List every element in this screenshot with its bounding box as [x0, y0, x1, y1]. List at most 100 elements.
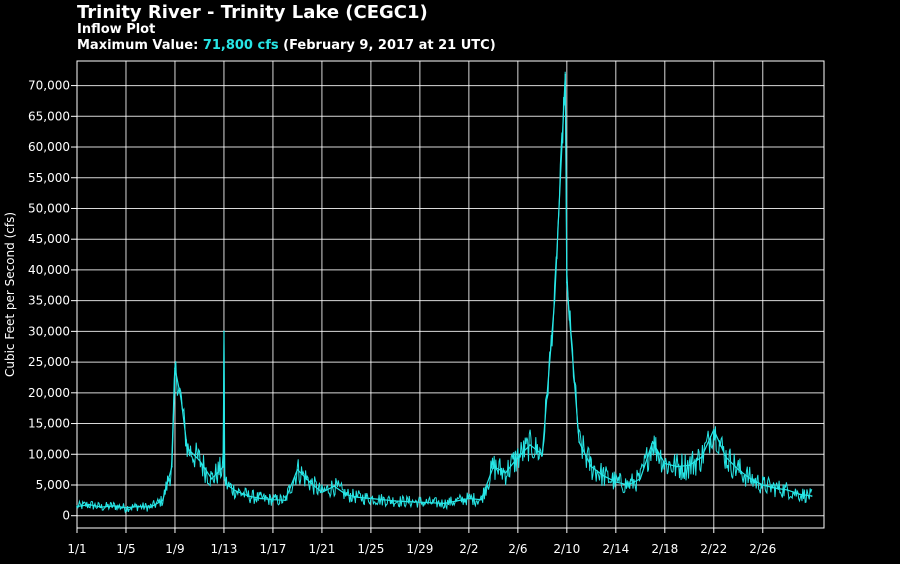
- chart-title: Trinity River - Trinity Lake (CEGC1): [77, 2, 428, 23]
- data-point: [468, 497, 470, 500]
- y-axis-label: Cubic Feet per Second (cfs): [3, 212, 17, 377]
- y-tick-label: 25,000: [28, 355, 70, 369]
- data-point: [226, 484, 228, 486]
- data-point: [419, 501, 421, 503]
- data-point: [700, 456, 703, 459]
- x-tick-label: 1/25: [357, 542, 384, 556]
- x-tick-label: 1/29: [406, 542, 433, 556]
- x-tick-label: 1/13: [210, 542, 237, 556]
- data-point: [180, 398, 182, 400]
- data-point: [198, 459, 201, 462]
- data-point: [382, 498, 384, 501]
- data-point: [553, 299, 556, 302]
- data-point: [688, 464, 691, 467]
- y-tick-label: 60,000: [28, 140, 70, 154]
- y-tick-label: 55,000: [28, 171, 70, 185]
- data-point: [259, 497, 262, 500]
- y-tick-label: 35,000: [28, 294, 70, 308]
- data-point: [529, 444, 531, 446]
- y-tick-label: 50,000: [28, 201, 70, 215]
- data-point: [149, 506, 152, 508]
- data-point: [345, 494, 348, 496]
- data-point: [455, 500, 458, 502]
- data-point: [88, 503, 91, 506]
- data-point: [517, 456, 519, 459]
- x-tick-label: 1/21: [308, 542, 335, 556]
- data-point: [492, 465, 495, 468]
- data-point: [222, 465, 225, 468]
- y-tick-label: 15,000: [28, 417, 70, 431]
- y-tick-label: 0: [62, 509, 70, 523]
- data-point: [480, 498, 482, 501]
- data-point: [602, 474, 605, 477]
- data-point: [810, 495, 813, 497]
- data-point: [210, 478, 213, 480]
- x-tick-label: 1/1: [67, 542, 86, 556]
- data-point: [125, 506, 127, 509]
- data-point: [161, 499, 164, 502]
- data-point: [749, 478, 752, 480]
- data-point: [761, 484, 764, 486]
- x-tick-label: 1/17: [259, 542, 286, 556]
- x-tick-label: 1/9: [165, 542, 184, 556]
- max-value-line: Maximum Value: 71,800 cfs (February 9, 2…: [77, 38, 496, 53]
- data-point: [431, 502, 433, 504]
- data-point: [321, 491, 323, 494]
- data-point: [296, 468, 299, 471]
- data-point: [333, 485, 335, 488]
- data-point: [406, 500, 409, 503]
- data-point: [541, 453, 544, 456]
- data-point: [639, 478, 642, 480]
- max-value-prefix: Maximum Value:: [77, 38, 203, 53]
- chart-subtitle: Inflow Plot: [77, 22, 156, 37]
- data-point: [272, 498, 274, 501]
- data-point: [676, 465, 678, 468]
- data-point: [247, 495, 250, 497]
- data-point: [284, 499, 286, 502]
- data-point: [627, 484, 629, 486]
- data-point: [798, 493, 801, 496]
- data-point: [664, 462, 666, 465]
- max-value-date: (February 9, 2017 at 21 UTC): [278, 38, 496, 53]
- data-point: [737, 468, 740, 471]
- data-point: [443, 502, 446, 505]
- x-tick-label: 1/5: [116, 542, 135, 556]
- data-point: [578, 441, 580, 443]
- data-point: [590, 465, 593, 468]
- y-tick-label: 5,000: [36, 478, 70, 492]
- x-tick-label: 2/10: [553, 542, 580, 556]
- data-point: [174, 367, 176, 370]
- y-tick-label: 65,000: [28, 109, 70, 123]
- x-tick-label: 2/22: [700, 542, 727, 556]
- data-point: [712, 428, 715, 431]
- data-point: [564, 73, 567, 76]
- data-point: [357, 496, 360, 499]
- inflow-line: [76, 74, 812, 509]
- data-point: [566, 281, 568, 284]
- y-tick-label: 40,000: [28, 263, 70, 277]
- x-tick-label: 2/14: [602, 542, 629, 556]
- data-point: [786, 489, 789, 491]
- y-tick-label: 70,000: [28, 79, 70, 93]
- data-point: [615, 481, 617, 483]
- data-point: [308, 481, 311, 483]
- y-tick-label: 30,000: [28, 324, 70, 338]
- data-point: [235, 490, 237, 492]
- data-point: [651, 441, 654, 443]
- data-point: [725, 456, 727, 459]
- data-point: [223, 330, 225, 333]
- data-point: [112, 505, 115, 507]
- x-tick-label: 2/2: [459, 542, 478, 556]
- plot-frame: [76, 60, 825, 529]
- data-point: [394, 500, 397, 502]
- data-point: [370, 497, 372, 500]
- y-tick-label: 20,000: [28, 386, 70, 400]
- data-point: [137, 505, 140, 508]
- data-point: [100, 506, 103, 508]
- x-tick-label: 2/6: [508, 542, 527, 556]
- data-point: [186, 447, 189, 449]
- data-point: [171, 465, 173, 468]
- x-tick-label: 2/26: [749, 542, 776, 556]
- data-point: [774, 487, 776, 489]
